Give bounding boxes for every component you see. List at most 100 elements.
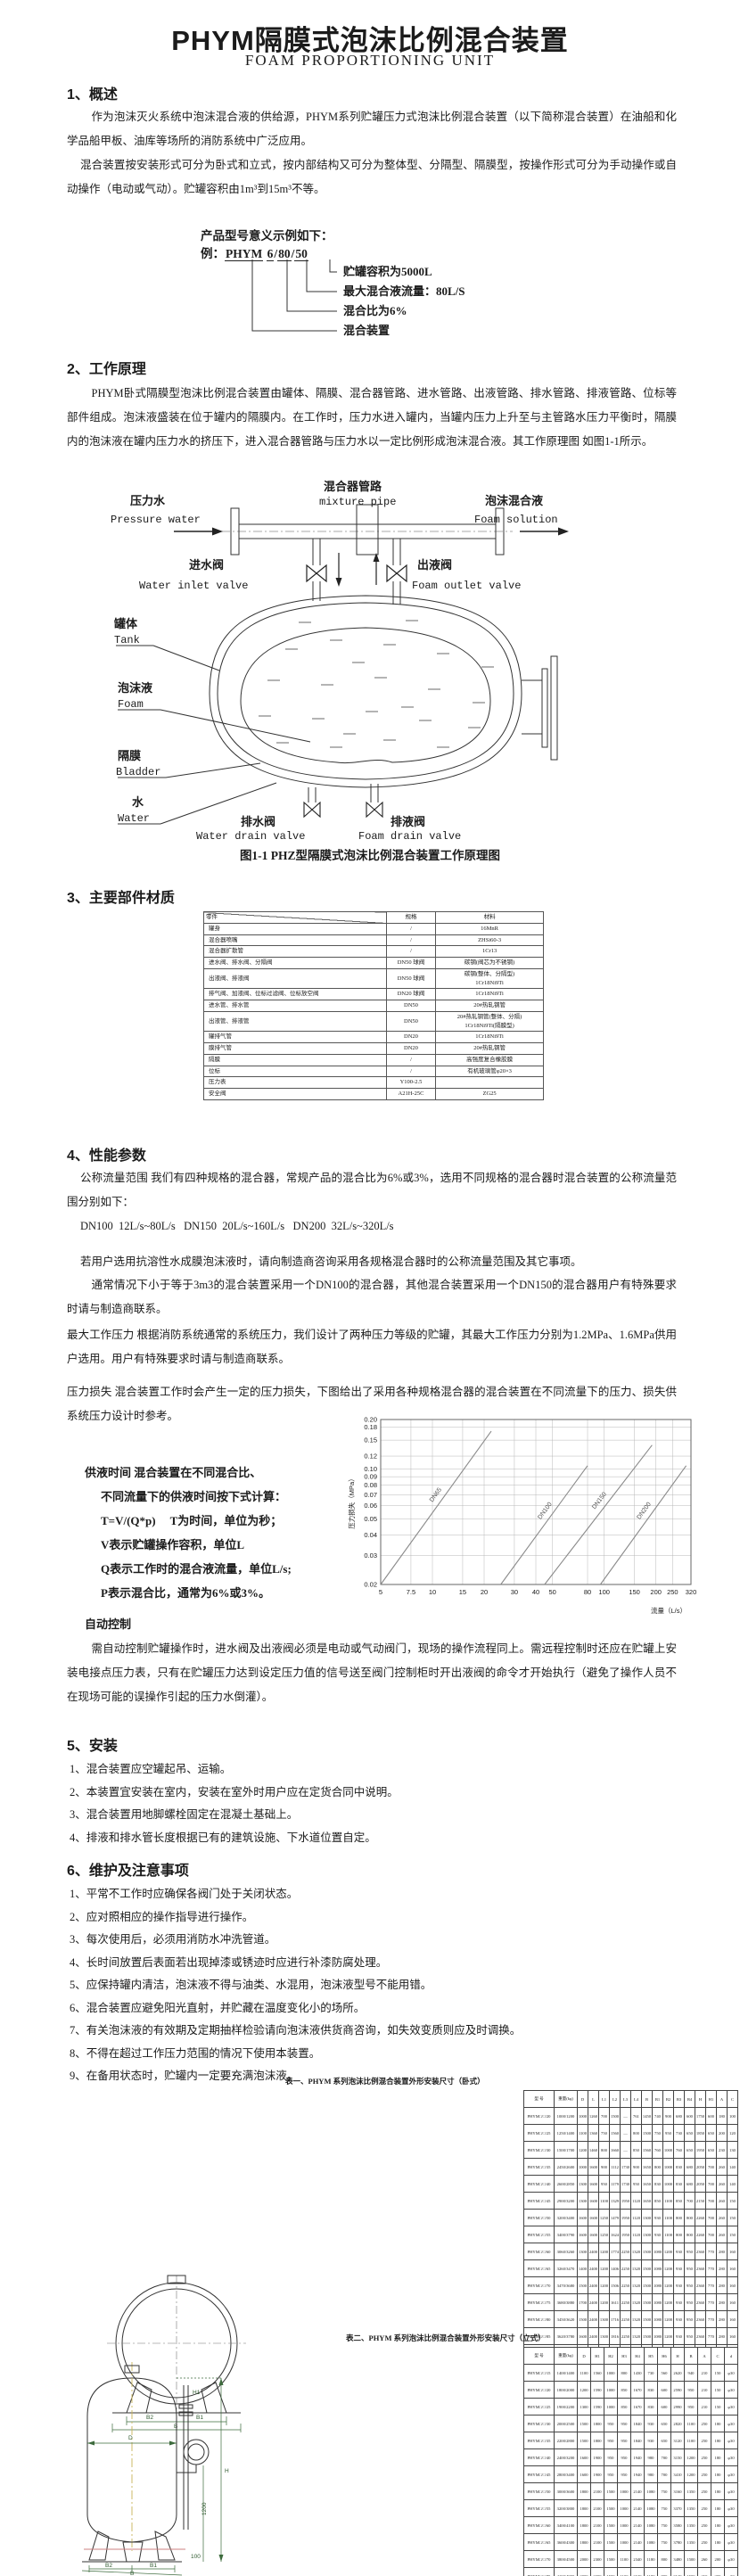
table-cell: PHYM□/□/15 [523, 2364, 555, 2382]
table-cell: 1500 [641, 2310, 653, 2328]
table-cell: 1329 [609, 2192, 621, 2210]
label-foam-solution-en: Foam solution [474, 514, 558, 526]
table-cell: 180 [716, 2107, 728, 2125]
column-header: H3 [617, 2347, 631, 2365]
table-cell: 2340 [630, 2567, 645, 2576]
table-cell: 160 [727, 2243, 738, 2260]
table-cell: 1100 [662, 2209, 674, 2226]
table-cell: 2140 [630, 2482, 645, 2500]
table-cell: φ30 [724, 2516, 738, 2534]
table-cell: DN20 球阀 [385, 988, 437, 1000]
supply-time-line: 不同流量下的供液时间按下式计算： [101, 1490, 287, 1503]
table-cell: 2360 [695, 2243, 706, 2260]
table-cell: PHYM□/□/35 [523, 2158, 555, 2176]
table-cell: 250 [697, 2465, 711, 2483]
table-cell: φ30 [724, 2533, 738, 2551]
label-foam-outlet-en: Foam outlet valve [412, 580, 521, 592]
table-row: 进水管、排水管 DN50 20#热轧钢管 [203, 1000, 544, 1012]
table-cell: 830 [652, 2175, 663, 2193]
table-row: PHYM□/□/20 1800/2000 1200 1590 1000 850 1670 83… [523, 2381, 738, 2399]
table-cell: PHYM□/□/45 [523, 2192, 555, 2210]
table-row: 进水阀、排水阀、分隔阀 DN50 球阀 碳钢(阀芯为不锈钢) [203, 957, 544, 969]
table-cell: PHYM□/□/45 [523, 2465, 555, 2483]
table-cell: 1600 [588, 2192, 599, 2210]
table-cell: 1100 [577, 2124, 588, 2142]
supply-time-line: Q表示工作时的混合液流量，单位L/s; [101, 1562, 292, 1576]
table-cell: 2400 [588, 2259, 599, 2277]
table-cell: 980 [644, 2448, 658, 2466]
table-cell: 740 [652, 2107, 663, 2125]
table-cell: 180 [711, 2415, 725, 2432]
table-cell: 1080 [652, 2310, 663, 2328]
table-cell: 1000 [617, 2482, 631, 2500]
table-cell: 1320 [630, 2276, 642, 2294]
table-cell: 1940 [630, 2465, 645, 2483]
table-cell: PHYM□/□/20 [523, 2381, 555, 2399]
label-pressure-water-cn: 压力水 [130, 494, 166, 507]
table-cell: 16MnR [435, 922, 544, 935]
table-cell: φ30 [724, 2465, 738, 2483]
table-cell: 1670 [630, 2381, 645, 2399]
installation-list: 1、混合装置应空罐起吊、运输。 2、本装置宜安装在室内，安装在室外时用户应在定货合… [70, 1758, 685, 1849]
svg-text:0.07: 0.07 [364, 1491, 377, 1499]
table-cell: 210 [697, 2364, 711, 2382]
working-principle-figure: 压力水 Pressure water 混合器管路 mixture pipe 泡沫… [111, 480, 569, 841]
table-cell: 950 [684, 2327, 695, 2345]
list-item: 7、有关泡沫液的有效期及定期抽样检验请向泡沫液供货商咨询，如失效变质则应及时调换… [70, 2024, 522, 2037]
table-row: 罐身/16MnR [203, 922, 544, 935]
label-mixture-pipe-en: mixture pipe [319, 496, 396, 508]
table-cell: / [385, 922, 437, 935]
table-cell: 700 [657, 2465, 671, 2483]
table-cell: 930 [673, 2310, 685, 2328]
table-cell: 280 [716, 2293, 728, 2311]
tank-end-view-drawing: B2 B1 B [107, 2275, 246, 2432]
supply-time-block: 供液时间 混合装置在不同混合比、 不同流量下的供液时间按下式计算： T=V/(Q*p… [85, 1461, 352, 1605]
table-cell: 1000 [577, 2107, 588, 2125]
section5-heading: 5、安装 [67, 1739, 118, 1754]
table-cell: 730 [644, 2364, 658, 2382]
table-row: PHYM□/□/40 2400/3200 1600 1900 950 950 1940 980… [523, 2448, 738, 2466]
table-cell: 1080 [644, 2533, 658, 2551]
table-row: 混合器扩散管/1Cr13 [203, 945, 544, 958]
dim-h: H [225, 2468, 229, 2474]
table-cell: 1200 [598, 2243, 610, 2260]
table1-caption: 表一、PHYM 系列泡沫比例混合装置外形安装尺寸（卧式） [285, 2077, 485, 2086]
table-cell: 1850 [695, 2124, 706, 2142]
table2-caption: 表二、PHYM 系列泡沫比例混合装置外形安装尺寸（立式） [346, 2333, 546, 2342]
model-example-code: 例：PHYM 6/80/50 [201, 247, 308, 261]
dim-b: B [174, 2424, 177, 2430]
table-cell: 1200 [662, 2327, 674, 2345]
table-cell: 出液管、排液管 [203, 1010, 387, 1033]
table-cell: 1840 [630, 2432, 645, 2449]
table-cell: 1320 [630, 2259, 642, 2277]
table-cell: 1750 [695, 2107, 706, 2125]
table-cell: 950 [617, 2448, 631, 2466]
table-cell: 1200 [662, 2293, 674, 2311]
label-water-inlet-cn: 进水阀 [189, 558, 224, 572]
table-cell: 3450/3620 [554, 2310, 578, 2328]
table-cell: 1Cr13 [435, 945, 544, 958]
table-cell: 2250 [620, 2327, 631, 2345]
table-cell: 1100 [598, 2192, 610, 2210]
table-cell: 830 [644, 2398, 658, 2416]
table-cell: 1500 [577, 2276, 588, 2294]
table-cell: 隔膜 [203, 1053, 387, 1066]
list-item: 1、平常不工作时应确保各阀门处于关闭状态。 [70, 1888, 299, 1900]
table-cell: 1320 [630, 2293, 642, 2311]
table-cell: φ30 [724, 2482, 738, 2500]
table-cell: DN50 球阀 [385, 967, 437, 990]
table-cell: 20#热轧钢管 [435, 1000, 544, 1012]
table-cell: 1080 [652, 2276, 663, 2294]
section4-paragraph1: 公称流量范围 我们有四种规格的混合器，常规产品的混合比为6%或3%，选用不同规格… [67, 1172, 677, 1208]
table-cell: 950 [604, 2432, 618, 2449]
table-cell: 3470/3680 [554, 2276, 578, 2294]
table-cell: 1200 [598, 2259, 610, 2277]
table-cell: 850 [617, 2381, 631, 2399]
table-cell: 700 [684, 2192, 695, 2210]
table-cell: 2620 [670, 2364, 685, 2382]
table-cell: 560 [657, 2364, 671, 2382]
table-cell: 600 [657, 2381, 671, 2399]
table-cell: 800 [657, 2567, 671, 2576]
table-cell: 压力表 [203, 1076, 387, 1089]
